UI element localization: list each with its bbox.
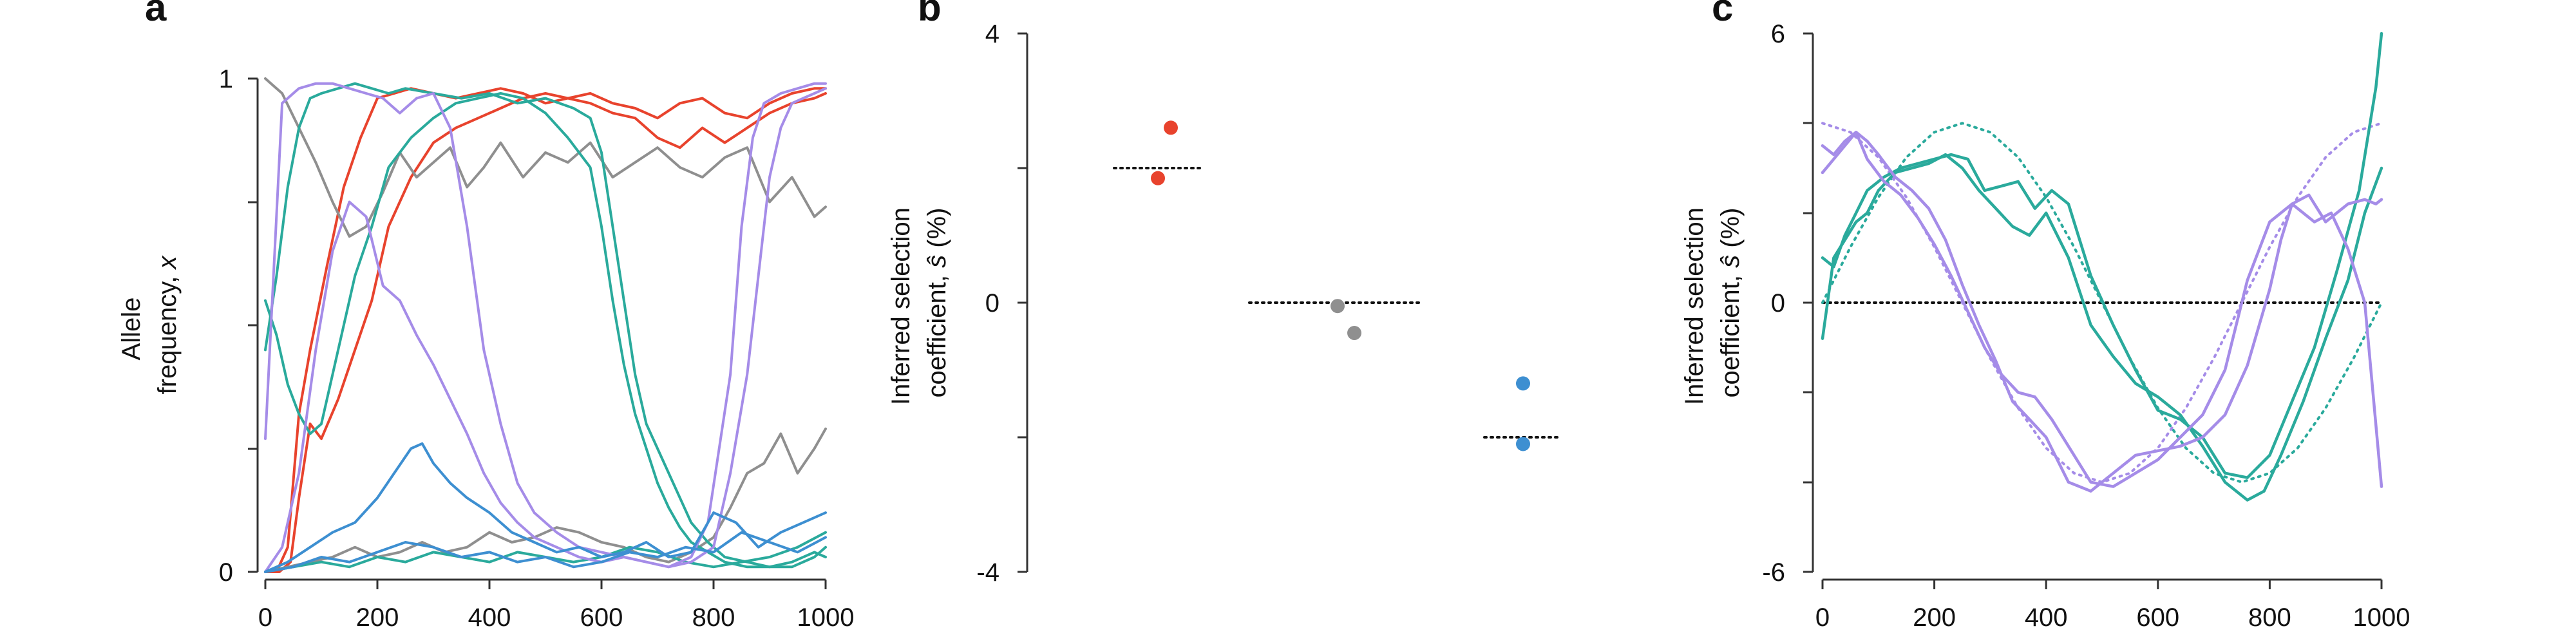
panel-c-ylabel-var: ŝ: [1716, 255, 1745, 268]
panel-c-xtick-label: 0: [1815, 603, 1830, 632]
panel-a-ylabel-line2: frequency,: [153, 269, 182, 395]
panel-a-ylabel-line1: Allele: [117, 298, 146, 361]
panel-a-ytick-label: 1: [219, 65, 233, 93]
panel-c-y-ticks: -6 0 6: [1762, 20, 1813, 587]
panel-c: c -6 0 6 0 200 400 600 800: [1680, 0, 2410, 632]
panel-c-ytick-label: 6: [1771, 20, 1785, 48]
trajectory-line-purple: [265, 84, 826, 567]
panel-b-ytick-label: -4: [976, 558, 999, 587]
trajectory-line-gray: [265, 429, 826, 572]
panel-c-ylabel-unit: (%): [1716, 208, 1745, 255]
inferred-point-blue: [1516, 376, 1530, 390]
inferred-point-gray: [1331, 299, 1345, 313]
panel-b: b -4 0 4 Inferred selection coefficient,…: [887, 0, 1562, 587]
panel-label-b: b: [918, 0, 942, 29]
panel-c-xtick-label: 800: [2248, 603, 2291, 632]
panel-b-ylabel-var: ŝ: [923, 255, 951, 268]
panel-c-ytick-label: -6: [1762, 558, 1785, 587]
panel-a-x-ticks: 0 200 400 600 800 1000: [258, 580, 855, 632]
panel-b-ylabel: Inferred selection coefficient, ŝ (%): [887, 200, 951, 405]
panel-a-xtick-label: 0: [258, 603, 272, 632]
trajectory-line-red: [265, 88, 826, 572]
panel-c-xtick-label: 600: [2136, 603, 2179, 632]
inferred-point-blue: [1516, 437, 1530, 451]
inferred-point-red: [1164, 120, 1178, 135]
panel-a-xtick-label: 600: [580, 603, 623, 632]
panel-a-ytick-label: 0: [219, 558, 233, 587]
trajectory-line-teal: [265, 93, 826, 567]
inferred-selection-curve-teal: [1823, 33, 2382, 478]
panel-b-ylabel-line1: Inferred selection: [887, 207, 915, 405]
trajectory-line-teal: [265, 84, 826, 567]
panel-a-ylabel-var: x: [153, 255, 182, 270]
panel-a: a 0 1 0 200 400 600 800 1000: [117, 0, 854, 632]
panel-b-y-ticks: -4 0 4: [976, 20, 1027, 587]
panel-c-xtick-label: 400: [2025, 603, 2068, 632]
panel-a-xtick-label: 400: [468, 603, 511, 632]
panel-c-xtick-label: 1000: [2353, 603, 2410, 632]
panel-b-ylabel-line2: coefficient,: [923, 268, 951, 398]
panel-c-x-ticks: 0 200 400 600 800 1000: [1815, 580, 2410, 632]
panel-b-ylabel-unit: (%): [923, 208, 951, 255]
inferred-selection-curve-purple: [1823, 132, 2382, 491]
panel-a-y-ticks: 0 1: [219, 65, 258, 587]
panel-c-ylabel: Inferred selection coefficient, ŝ (%): [1680, 200, 1745, 405]
panel-c-ylabel-line1: Inferred selection: [1680, 207, 1709, 405]
panel-a-xtick-label: 800: [692, 603, 735, 632]
inferred-point-gray: [1347, 326, 1361, 340]
panel-label-a: a: [145, 0, 167, 29]
panel-c-ytick-label: 0: [1771, 289, 1785, 317]
trajectory-line-blue: [265, 444, 826, 572]
panel-b-groups: [1114, 120, 1562, 451]
panel-c-series: [1823, 33, 2382, 500]
panel-a-xtick-label: 200: [356, 603, 399, 632]
panel-label-c: c: [1712, 0, 1733, 29]
panel-b-ytick-label: 4: [985, 20, 999, 48]
panel-c-xtick-label: 200: [1913, 603, 1956, 632]
trajectory-line-red: [265, 93, 826, 572]
inferred-point-red: [1151, 171, 1165, 185]
panel-a-xtick-label: 1000: [797, 603, 855, 632]
panel-a-series: [265, 79, 826, 572]
panel-c-ylabel-line2: coefficient,: [1716, 268, 1745, 398]
panel-b-ytick-label: 0: [985, 289, 999, 317]
trajectory-line-purple: [265, 84, 826, 572]
panel-a-ylabel: Allele frequency, x: [117, 255, 182, 395]
